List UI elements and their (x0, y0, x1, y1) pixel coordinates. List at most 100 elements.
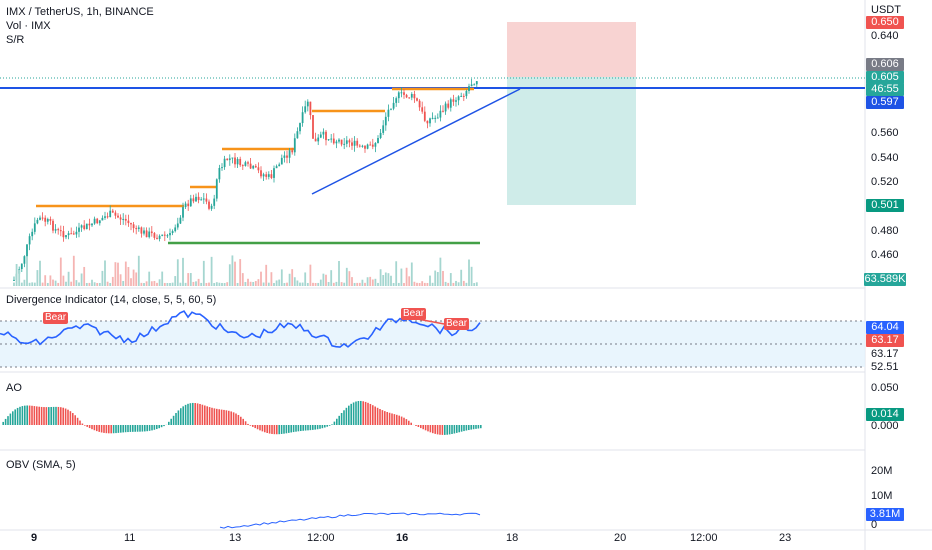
candle-body (98, 220, 101, 224)
volume-bar (200, 282, 203, 286)
volume-bar (83, 266, 86, 286)
divergence-tick: 63.17 (871, 348, 899, 360)
candle-body (153, 233, 156, 238)
volume-bar (475, 282, 478, 286)
volume-bar (416, 282, 418, 286)
candle-body (291, 150, 294, 153)
volume-bar (161, 271, 164, 286)
volume-bar (171, 282, 174, 286)
ao-bar (362, 401, 364, 425)
volume-bar (332, 282, 335, 286)
ao-bar (321, 425, 324, 429)
candle-body (184, 203, 187, 208)
volume-bar (239, 259, 242, 286)
volume-bar (31, 282, 34, 286)
volume-bar (348, 271, 351, 286)
volume-bar (327, 282, 330, 286)
candle-body (244, 162, 247, 166)
volume-bar (296, 280, 299, 286)
volume-bar (114, 262, 117, 286)
candle-body (304, 106, 307, 113)
candle-body (421, 107, 424, 112)
obv-tick: 20M (871, 465, 893, 477)
volume-bar (244, 282, 247, 286)
ao-bar (208, 407, 211, 425)
ao-bar (84, 425, 86, 426)
ao-bar (206, 406, 208, 425)
ao-bar (290, 425, 292, 433)
candle-body (54, 229, 57, 231)
volume-bar (13, 282, 15, 286)
ao-bar (7, 416, 9, 425)
sr-legend[interactable]: S/R (6, 34, 25, 46)
obv-title[interactable]: OBV (SMA, 5) (6, 459, 76, 471)
candle-body (59, 230, 62, 232)
candle-body (88, 223, 91, 226)
volume-bar (457, 282, 460, 286)
divergence-signal-tag: 63.17 (866, 334, 904, 347)
candle-body (392, 102, 395, 109)
ao-bar (158, 425, 160, 429)
candle-body (371, 144, 374, 147)
ao-bar (112, 425, 115, 434)
candle-body (33, 223, 36, 232)
ao-bar (352, 402, 355, 425)
ao-bar (254, 425, 256, 429)
volume-bar (153, 280, 156, 286)
price-tick: 0.460 (871, 249, 899, 261)
ao-title[interactable]: AO (6, 382, 22, 394)
volume-bar (397, 282, 400, 286)
ao-bar (79, 420, 81, 425)
volume-legend[interactable]: Vol · IMX (6, 20, 51, 32)
ao-bar (196, 403, 199, 425)
volume-bar (241, 273, 244, 286)
ao-bar (235, 413, 237, 425)
stop-price-tag: 0.650 (866, 16, 904, 29)
candle-body (20, 263, 23, 270)
price-candles[interactable] (13, 78, 478, 281)
ao-bar (453, 425, 456, 434)
candle-body (351, 142, 353, 146)
candle-body (192, 198, 195, 202)
candle-body (429, 118, 431, 124)
ao-bar (249, 425, 252, 426)
volume-bar (322, 273, 325, 286)
ao-bar (170, 418, 172, 425)
candle-body (132, 224, 135, 229)
candle-body (312, 115, 314, 139)
divergence-title[interactable]: Divergence Indicator (14, close, 5, 5, 6… (6, 294, 217, 306)
ao-bar (175, 413, 177, 425)
volume-bar (299, 282, 301, 286)
stop-loss-zone[interactable] (507, 22, 636, 77)
volume-bar (439, 257, 442, 286)
volume-bar (470, 266, 473, 286)
take-profit-zone[interactable] (507, 77, 636, 205)
candle-body (470, 84, 473, 87)
candle-body (210, 205, 213, 209)
price-tick: 0.520 (871, 176, 899, 188)
ao-bar (331, 424, 333, 425)
volume-bar (473, 282, 476, 286)
ao-bar (211, 407, 213, 425)
ao-bar (309, 425, 312, 431)
bear-label: Bear (444, 318, 470, 330)
trend-line[interactable] (311, 88, 521, 195)
divergence-line (0, 310, 481, 348)
candle-body (439, 110, 442, 118)
ao-bar (40, 406, 43, 425)
ao-bar (314, 425, 316, 430)
ao-bar (336, 418, 338, 425)
ao-bar (156, 425, 158, 430)
volume-bar (306, 282, 309, 286)
ao-bar (369, 403, 372, 425)
candle-body (374, 143, 377, 147)
volume-bar (351, 277, 353, 286)
chart-title[interactable]: IMX / TetherUS, 1h, BINANCE (6, 6, 154, 18)
candle-body (395, 98, 398, 103)
volume-bar (384, 272, 387, 286)
candle-body (104, 216, 106, 218)
ao-bar (187, 403, 189, 425)
candle-body (202, 198, 205, 200)
candle-body (345, 140, 348, 144)
